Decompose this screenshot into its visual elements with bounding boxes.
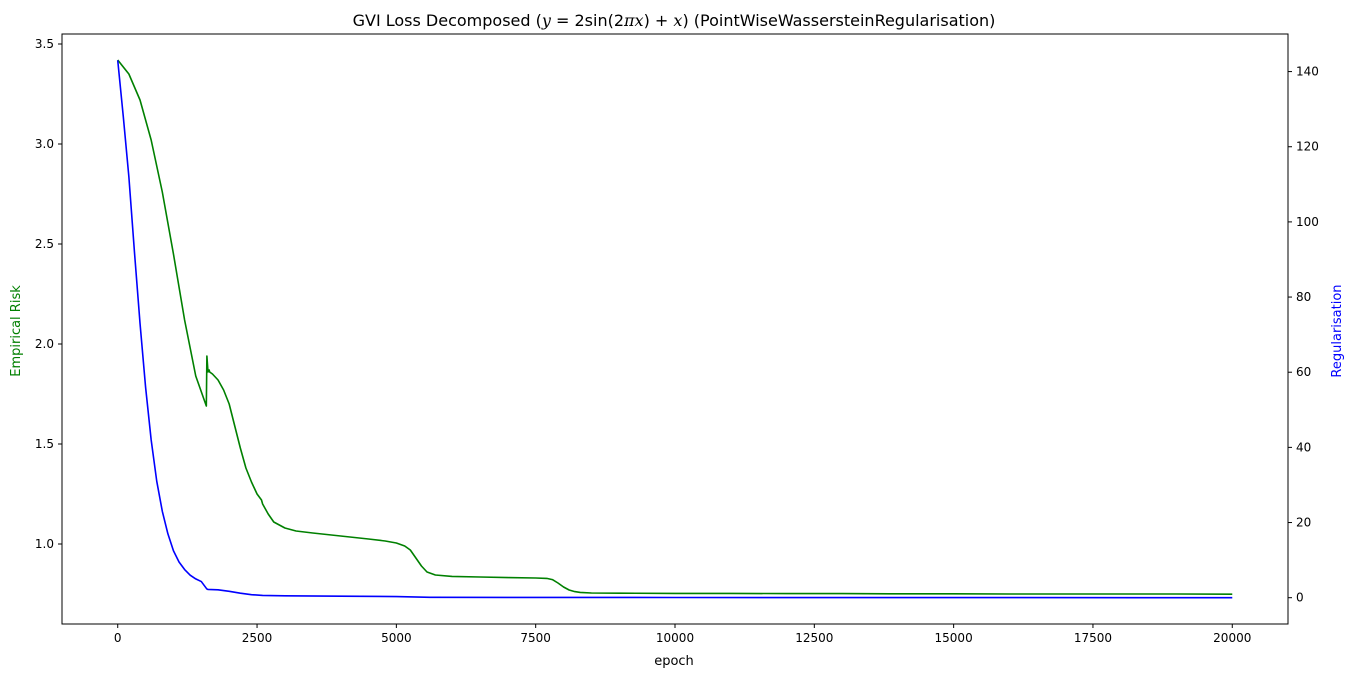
y-axis-left: 1.0 1.5 2.0 2.5 3.0 3.5 bbox=[35, 37, 62, 551]
x-tick-label: 7500 bbox=[520, 631, 551, 645]
y-axis-right: 0 20 40 60 80 100 120 140 bbox=[1288, 65, 1319, 605]
y-left-tick-label: 2.0 bbox=[35, 337, 54, 351]
y-axis-right-label: Regularisation bbox=[1330, 284, 1345, 377]
y-axis-left-label: Empirical Risk bbox=[9, 285, 24, 377]
y-right-tick-label: 60 bbox=[1296, 365, 1311, 379]
x-tick-label: 2500 bbox=[242, 631, 273, 645]
x-tick-label: 12500 bbox=[795, 631, 833, 645]
y-right-tick-label: 120 bbox=[1296, 140, 1319, 154]
x-axis-label: epoch bbox=[654, 654, 694, 669]
y-left-tick-label: 3.0 bbox=[35, 137, 54, 151]
x-tick-label: 5000 bbox=[381, 631, 412, 645]
y-right-tick-label: 20 bbox=[1296, 516, 1311, 530]
y-right-tick-label: 80 bbox=[1296, 290, 1311, 304]
x-tick-label: 15000 bbox=[935, 631, 973, 645]
series-line-regularisation bbox=[116, 60, 1233, 599]
y-right-tick-label: 40 bbox=[1296, 440, 1311, 454]
x-tick-label: 17500 bbox=[1074, 631, 1112, 645]
y-right-tick-label: 0 bbox=[1296, 591, 1304, 605]
y-right-tick-label: 100 bbox=[1296, 215, 1319, 229]
y-left-tick-label: 1.0 bbox=[35, 537, 54, 551]
y-left-tick-label: 1.5 bbox=[35, 437, 54, 451]
x-tick-label: 20000 bbox=[1213, 631, 1251, 645]
y-right-tick-label: 140 bbox=[1296, 65, 1319, 79]
x-tick-label: 10000 bbox=[656, 631, 694, 645]
y-left-tick-label: 3.5 bbox=[35, 37, 54, 51]
chart-title: GVI Loss Decomposed (y = 2sin(2πx) + x) … bbox=[353, 11, 996, 30]
x-axis: 0 2500 5000 7500 10000 12500 15000 17500 20000 bbox=[114, 624, 1251, 645]
x-tick-label: 0 bbox=[114, 631, 122, 645]
series-line-empirical-risk bbox=[117, 59, 1233, 596]
y-left-tick-label: 2.5 bbox=[35, 237, 54, 251]
